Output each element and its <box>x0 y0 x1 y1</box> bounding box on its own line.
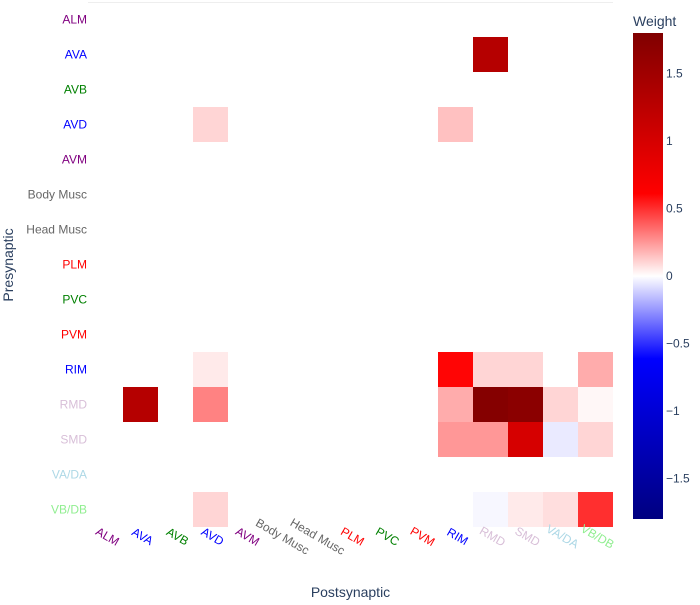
heatmap-cell-rmd-to-vb-db <box>578 387 613 422</box>
x-tick-label-pvc: PVC <box>373 524 402 549</box>
y-tick-label-pvc: PVC <box>62 293 87 307</box>
colorbar-title: Weight <box>633 13 676 29</box>
heatmap-cell-rmd-to-rmd <box>473 387 508 422</box>
heatmap-cell-vb-db-to-rmd <box>473 492 508 527</box>
heatmap-cell-avd-to-rim <box>438 107 473 142</box>
heatmap-cell-rim-to-rmd <box>473 352 508 387</box>
y-tick-label-pvm: PVM <box>61 328 87 342</box>
x-tick-label-avd: AVD <box>199 525 227 549</box>
y-tick-label-smd: SMD <box>60 433 87 447</box>
y-tick-label-avb: AVB <box>64 83 87 97</box>
colorbar-ticks: 1.5 1 0.5 0 −0.5 −1 −1.5 <box>666 67 690 486</box>
y-axis-title: Presynaptic <box>0 228 16 301</box>
y-tick-labels: ALM AVA AVB AVD AVM Body Musc Head Musc PLM PVC P… <box>26 13 87 517</box>
y-tick-label-avd: AVD <box>63 118 87 132</box>
x-axis-title: Postsynaptic <box>311 584 390 600</box>
colorbar-tick-label: −1.5 <box>666 472 690 486</box>
y-tick-label-body-musc: Body Musc <box>28 188 87 202</box>
y-tick-label-rim: RIM <box>65 363 87 377</box>
heatmap-cell-rmd-to-ava <box>123 387 158 422</box>
y-tick-label-head-musc: Head Musc <box>26 223 87 237</box>
y-tick-label-ava: AVA <box>65 48 87 62</box>
x-tick-label-smd: SMD <box>512 524 542 550</box>
heatmap-cell-smd-to-vb-db <box>578 422 613 457</box>
heatmap-cell-vb-db-to-avd <box>193 492 228 527</box>
colorbar-tick-label: 1 <box>666 134 673 148</box>
colorbar-tick-label: −1 <box>666 404 680 418</box>
y-tick-label-plm: PLM <box>62 258 87 272</box>
x-tick-label-avb: AVB <box>164 525 191 549</box>
heatmap-cell-smd-to-va-da <box>543 422 578 457</box>
heatmap-cell-rmd-to-smd <box>508 387 543 422</box>
x-tick-label-rmd: RMD <box>477 524 508 550</box>
y-tick-label-rmd: RMD <box>60 398 88 412</box>
colorbar-tick-label: −0.5 <box>666 337 690 351</box>
x-tick-label-rim: RIM <box>444 525 470 548</box>
y-tick-label-alm: ALM <box>62 13 87 27</box>
heatmap-cell-rmd-to-avd <box>193 387 228 422</box>
x-tick-label-pvm: PVM <box>408 524 438 549</box>
heatmap-cell-ava-to-rmd <box>473 37 508 72</box>
heatmap-cell-rim-to-vb-db <box>578 352 613 387</box>
x-tick-label-alm: ALM <box>93 524 121 548</box>
heatmap-cell-vb-db-to-va-da <box>543 492 578 527</box>
heatmap-cell-vb-db-to-vb-db <box>578 492 613 527</box>
colorbar-tick-label: 1.5 <box>666 67 683 81</box>
heatmap-cell-rim-to-smd <box>508 352 543 387</box>
heatmap-cell-smd-to-smd <box>508 422 543 457</box>
heatmap-cell-smd-to-rim <box>438 422 473 457</box>
heatmap-cells <box>123 37 613 527</box>
y-tick-label-vb-db: VB/DB <box>51 503 87 517</box>
colorbar-tick-label: 0 <box>666 269 673 283</box>
heatmap-cell-rim-to-avd <box>193 352 228 387</box>
heatmap-cell-rmd-to-va-da <box>543 387 578 422</box>
heatmap-cell-smd-to-rmd <box>473 422 508 457</box>
heatmap-cell-rim-to-rim <box>438 352 473 387</box>
colorbar-tick-label: 0.5 <box>666 202 683 216</box>
heatmap-cell-avd-to-avd <box>193 107 228 142</box>
y-tick-label-avm: AVM <box>62 153 87 167</box>
y-tick-label-va-da: VA/DA <box>52 468 87 482</box>
heatmap-cell-vb-db-to-smd <box>508 492 543 527</box>
x-tick-label-ava: AVA <box>129 525 155 548</box>
colorbar <box>633 33 663 519</box>
heatmap-cell-rmd-to-rim <box>438 387 473 422</box>
